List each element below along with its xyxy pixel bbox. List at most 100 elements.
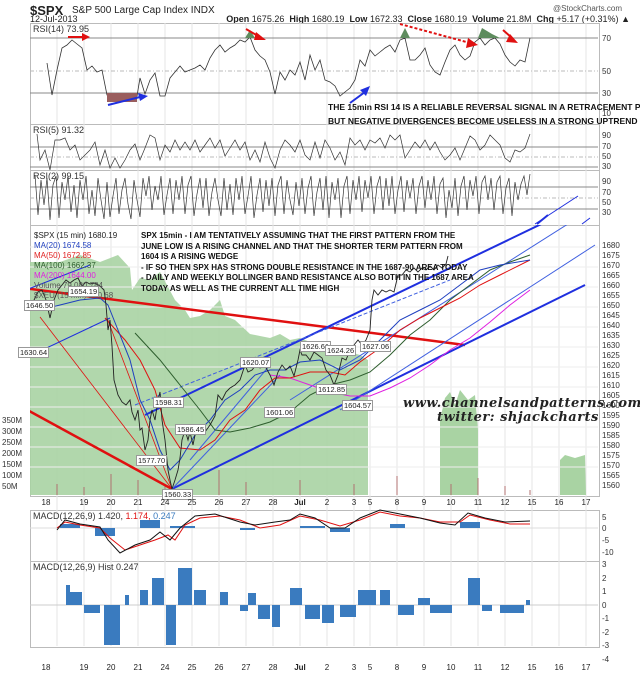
hist-tick: 2 [602, 574, 607, 583]
macd-tick: -10 [602, 548, 614, 557]
price-point-label: 1627.06 [360, 341, 392, 352]
price-tick: 1585 [602, 431, 620, 440]
x-tick: 11 [473, 498, 483, 507]
x-tick: 16 [554, 498, 564, 507]
price-point-label: 1604.57 [342, 400, 374, 411]
low-value: 1672.33 [369, 14, 403, 24]
legend-ma200: MA(200) 1644.00 [34, 271, 96, 280]
x-tick: 16 [554, 663, 564, 672]
x-tick: 11 [473, 663, 483, 672]
symbol-name: S&P 500 Large Cap Index INDX [72, 5, 215, 16]
rsi5-tick: 50 [602, 152, 611, 161]
price-tick: 1615 [602, 371, 620, 380]
x-tick: 5 [367, 498, 373, 507]
x-tick: Jul [294, 498, 306, 507]
x-tick: 27 [241, 498, 251, 507]
symbol-title: $SPX [30, 3, 64, 18]
x-tick: 26 [214, 663, 224, 672]
volume-label: Volume [472, 14, 504, 24]
rsi14-tick: 10 [602, 109, 611, 118]
price-tick: 1670 [602, 261, 620, 270]
watermark-twitter: twitter: shjackcharts [437, 410, 599, 425]
price-point-label: 1586.45 [175, 424, 207, 435]
macd-tick: 0 [602, 524, 607, 533]
up-arrow-icon: ▲ [621, 14, 630, 24]
hist-tick: -4 [602, 655, 610, 664]
chg-value: +5.17 (+0.31%) [556, 14, 619, 24]
rsi2-tick: 90 [602, 177, 611, 186]
x-tick: 24 [160, 663, 170, 672]
x-tick: 28 [268, 498, 278, 507]
x-tick: 3 [351, 663, 357, 672]
watermark-website: www.channelsandpatterns.com [403, 396, 640, 411]
price-point-label: 1560.33 [162, 489, 194, 500]
rsi-annotation: THE 15min RSI 14 IS A RELIABLE REVERSAL … [328, 101, 640, 128]
price-note-line: 1604 IS A RISING WEDGE [141, 252, 239, 261]
rsi5-tick: 70 [602, 142, 611, 151]
price-annotation: SPX 15min - I AM TENTATIVELY ASSUMING TH… [141, 231, 474, 294]
x-tick: 9 [421, 663, 427, 672]
x-tick: 2 [324, 498, 330, 507]
x-tick: 20 [106, 663, 116, 672]
x-tick: 3 [351, 498, 357, 507]
rsi14-tick: 70 [602, 34, 611, 43]
price-tick: 1610 [602, 381, 620, 390]
legend-volume: Volume 79,080,784 [34, 281, 103, 290]
x-tick: 12 [500, 663, 510, 672]
x-tick: 24 [160, 498, 170, 507]
rsi5-tick: 90 [602, 131, 611, 140]
copyright: @StockCharts.com [552, 4, 622, 13]
rsi14-title: RSI(14) 73.95 [33, 24, 90, 34]
x-tick: 19 [79, 663, 89, 672]
rsi2-tick: 30 [602, 208, 611, 217]
macd-signal-value: 1.174, [123, 511, 151, 521]
hist-tick: 3 [602, 560, 607, 569]
price-tick: 1620 [602, 361, 620, 370]
volume-tick: 200M [2, 449, 23, 458]
legend-ma20: MA(20) 1674.58 [34, 241, 92, 250]
x-tick: 17 [581, 498, 591, 507]
hist-tick: 1 [602, 587, 607, 596]
x-tick: 10 [446, 498, 456, 507]
rsi5-tick: 30 [602, 162, 611, 171]
x-tick: 28 [268, 663, 278, 672]
volume-value: 21.8M [506, 14, 532, 24]
price-point-label: 1630.64 [18, 347, 50, 358]
price-tick: 1650 [602, 301, 620, 310]
price-tick: 1605 [602, 391, 620, 400]
price-tick: 1590 [602, 421, 620, 430]
hist-tick: -2 [602, 628, 610, 637]
low-label: Low [349, 14, 368, 24]
x-tick: 9 [421, 498, 427, 507]
open-label: Open [226, 14, 250, 24]
price-tick: 1660 [602, 281, 620, 290]
rsi-note-line: THE 15min RSI 14 IS A RELIABLE REVERSAL … [328, 102, 640, 112]
volume-tick: 100M [2, 471, 23, 480]
x-tick: 26 [214, 498, 224, 507]
rsi14-tick: 30 [602, 89, 611, 98]
price-tick: 1630 [602, 341, 620, 350]
price-note-line: - DAILY AND WEEKLY BOLLINGER BAND RESIST… [141, 273, 474, 282]
rsi2-tick: 50 [602, 198, 611, 207]
macd-tick: 5 [602, 513, 607, 522]
x-tick: 25 [187, 498, 197, 507]
price-tick: 1595 [602, 411, 620, 420]
high-value: 1680.19 [311, 14, 345, 24]
price-tick: 1645 [602, 311, 620, 320]
price-tick: 1655 [602, 291, 620, 300]
x-tick: 19 [79, 498, 89, 507]
x-tick: 17 [581, 663, 591, 672]
volume-tick: 350M [2, 416, 23, 425]
close-value: 1680.19 [434, 14, 468, 24]
volume-tick: 50M [2, 482, 18, 491]
price-point-label: 1612.85 [316, 384, 348, 395]
price-tick: 1580 [602, 441, 620, 450]
price-point-label: 1601.06 [264, 407, 296, 418]
hist-tick: -3 [602, 641, 610, 650]
x-tick: 21 [133, 498, 143, 507]
price-point-label: 1620.07 [240, 357, 272, 368]
x-tick: 10 [446, 663, 456, 672]
price-tick: 1675 [602, 251, 620, 260]
price-tick: 1665 [602, 271, 620, 280]
